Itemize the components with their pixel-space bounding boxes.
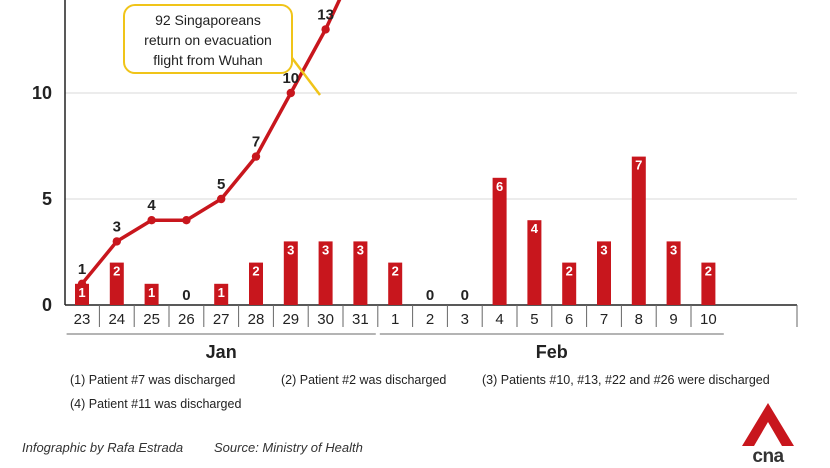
cna-logo-text: cna <box>752 446 784 467</box>
x-tick-label: 4 <box>495 311 503 328</box>
footnote-4: (4) Patient #11 was discharged <box>70 397 242 411</box>
bar <box>318 241 333 305</box>
x-tick-label: 26 <box>178 311 195 328</box>
callout-line-2: return on evacuation <box>144 32 272 48</box>
bar <box>562 262 577 305</box>
bar <box>249 262 263 305</box>
chart: 0510231242251260271282293303313122030465… <box>32 0 798 362</box>
line-point <box>321 25 330 34</box>
bar-value-label: 2 <box>566 264 573 279</box>
evacuation-callout: 92 Singaporeans return on evacuation fli… <box>123 4 293 74</box>
bar <box>214 283 229 305</box>
bar-value-label: 2 <box>113 264 120 279</box>
cna-logo: cna <box>738 400 798 467</box>
x-tick-label: 8 <box>635 311 643 328</box>
infographic-credit: Infographic by Rafa Estrada <box>22 440 184 455</box>
month-label: Jan <box>206 342 237 362</box>
line-value-label: 13 <box>317 6 334 23</box>
line-value-label: 3 <box>113 218 121 235</box>
source-credit: Source: Ministry of Health <box>214 440 363 455</box>
callout-pointer <box>291 57 321 96</box>
callout-line-1: 92 Singaporeans <box>155 12 261 28</box>
x-tick-label: 3 <box>461 311 469 328</box>
y-tick-label: 5 <box>42 189 52 209</box>
line-point <box>182 216 191 225</box>
line-point <box>217 194 226 204</box>
x-tick-label: 24 <box>108 311 125 328</box>
x-tick-label: 2 <box>426 311 434 328</box>
y-tick-label: 10 <box>32 83 52 103</box>
bar-value-label: 1 <box>148 285 155 300</box>
bar <box>109 262 124 305</box>
bar <box>388 262 403 305</box>
line-point <box>286 88 295 98</box>
line-point <box>112 237 122 246</box>
x-tick-label: 10 <box>700 311 717 328</box>
line-point <box>251 152 261 161</box>
x-tick-label: 28 <box>248 311 265 328</box>
bar <box>527 220 542 305</box>
x-tick-label: 7 <box>600 311 608 328</box>
bar-value-label: 3 <box>322 242 329 257</box>
line-point <box>147 216 156 225</box>
bar-value-label: 2 <box>705 264 712 279</box>
bar <box>666 241 681 305</box>
line-value-label: 7 <box>252 134 260 151</box>
bar-value-label: 3 <box>670 242 677 257</box>
bar-value-label: 1 <box>218 285 225 300</box>
line-value-label: 5 <box>217 176 225 193</box>
footnote-2: (2) Patient #2 was discharged <box>281 373 447 387</box>
bar <box>353 241 368 305</box>
bar-value-label: 3 <box>287 242 294 257</box>
x-tick-label: 23 <box>74 311 91 328</box>
bar <box>631 156 646 305</box>
x-tick-label: 5 <box>530 311 538 328</box>
line-value-label: 4 <box>147 197 156 214</box>
x-tick-label: 1 <box>391 311 399 328</box>
bar-value-label: 0 <box>461 287 469 304</box>
bar-value-label: 1 <box>78 285 85 300</box>
bar <box>144 283 159 305</box>
bar-value-label: 0 <box>426 287 434 304</box>
month-label: Feb <box>536 342 568 362</box>
callout-line-3: flight from Wuhan <box>153 52 263 68</box>
footnote-3: (3) Patients #10, #13, #22 and #26 were … <box>482 373 770 387</box>
bar-value-label: 4 <box>531 221 539 236</box>
x-tick-label: 25 <box>143 311 160 328</box>
bar-value-label: 2 <box>392 264 399 279</box>
footnote-1: (1) Patient #7 was discharged <box>70 373 236 387</box>
bar-value-label: 3 <box>600 242 607 257</box>
bar <box>597 241 611 305</box>
bar <box>701 262 716 305</box>
line-value-label: 10 <box>282 70 299 87</box>
bar-value-label: 7 <box>635 158 642 173</box>
bar-value-label: 3 <box>357 242 364 257</box>
x-tick-label: 27 <box>213 311 230 328</box>
y-tick-label: 0 <box>42 295 52 315</box>
bar <box>75 283 89 305</box>
line-value-label: 1 <box>78 261 86 278</box>
line-point <box>77 279 87 288</box>
x-tick-label: 9 <box>669 311 677 328</box>
bar-value-label: 2 <box>252 264 259 279</box>
x-tick-label: 31 <box>352 311 369 328</box>
x-tick-label: 30 <box>317 311 334 328</box>
x-tick-label: 6 <box>565 311 573 328</box>
bar-value-label: 0 <box>182 287 190 304</box>
x-tick-label: 29 <box>282 311 299 328</box>
cna-logo-mark-icon <box>742 403 794 446</box>
bar <box>492 177 507 305</box>
bar <box>283 241 298 305</box>
bar-value-label: 6 <box>496 179 503 194</box>
